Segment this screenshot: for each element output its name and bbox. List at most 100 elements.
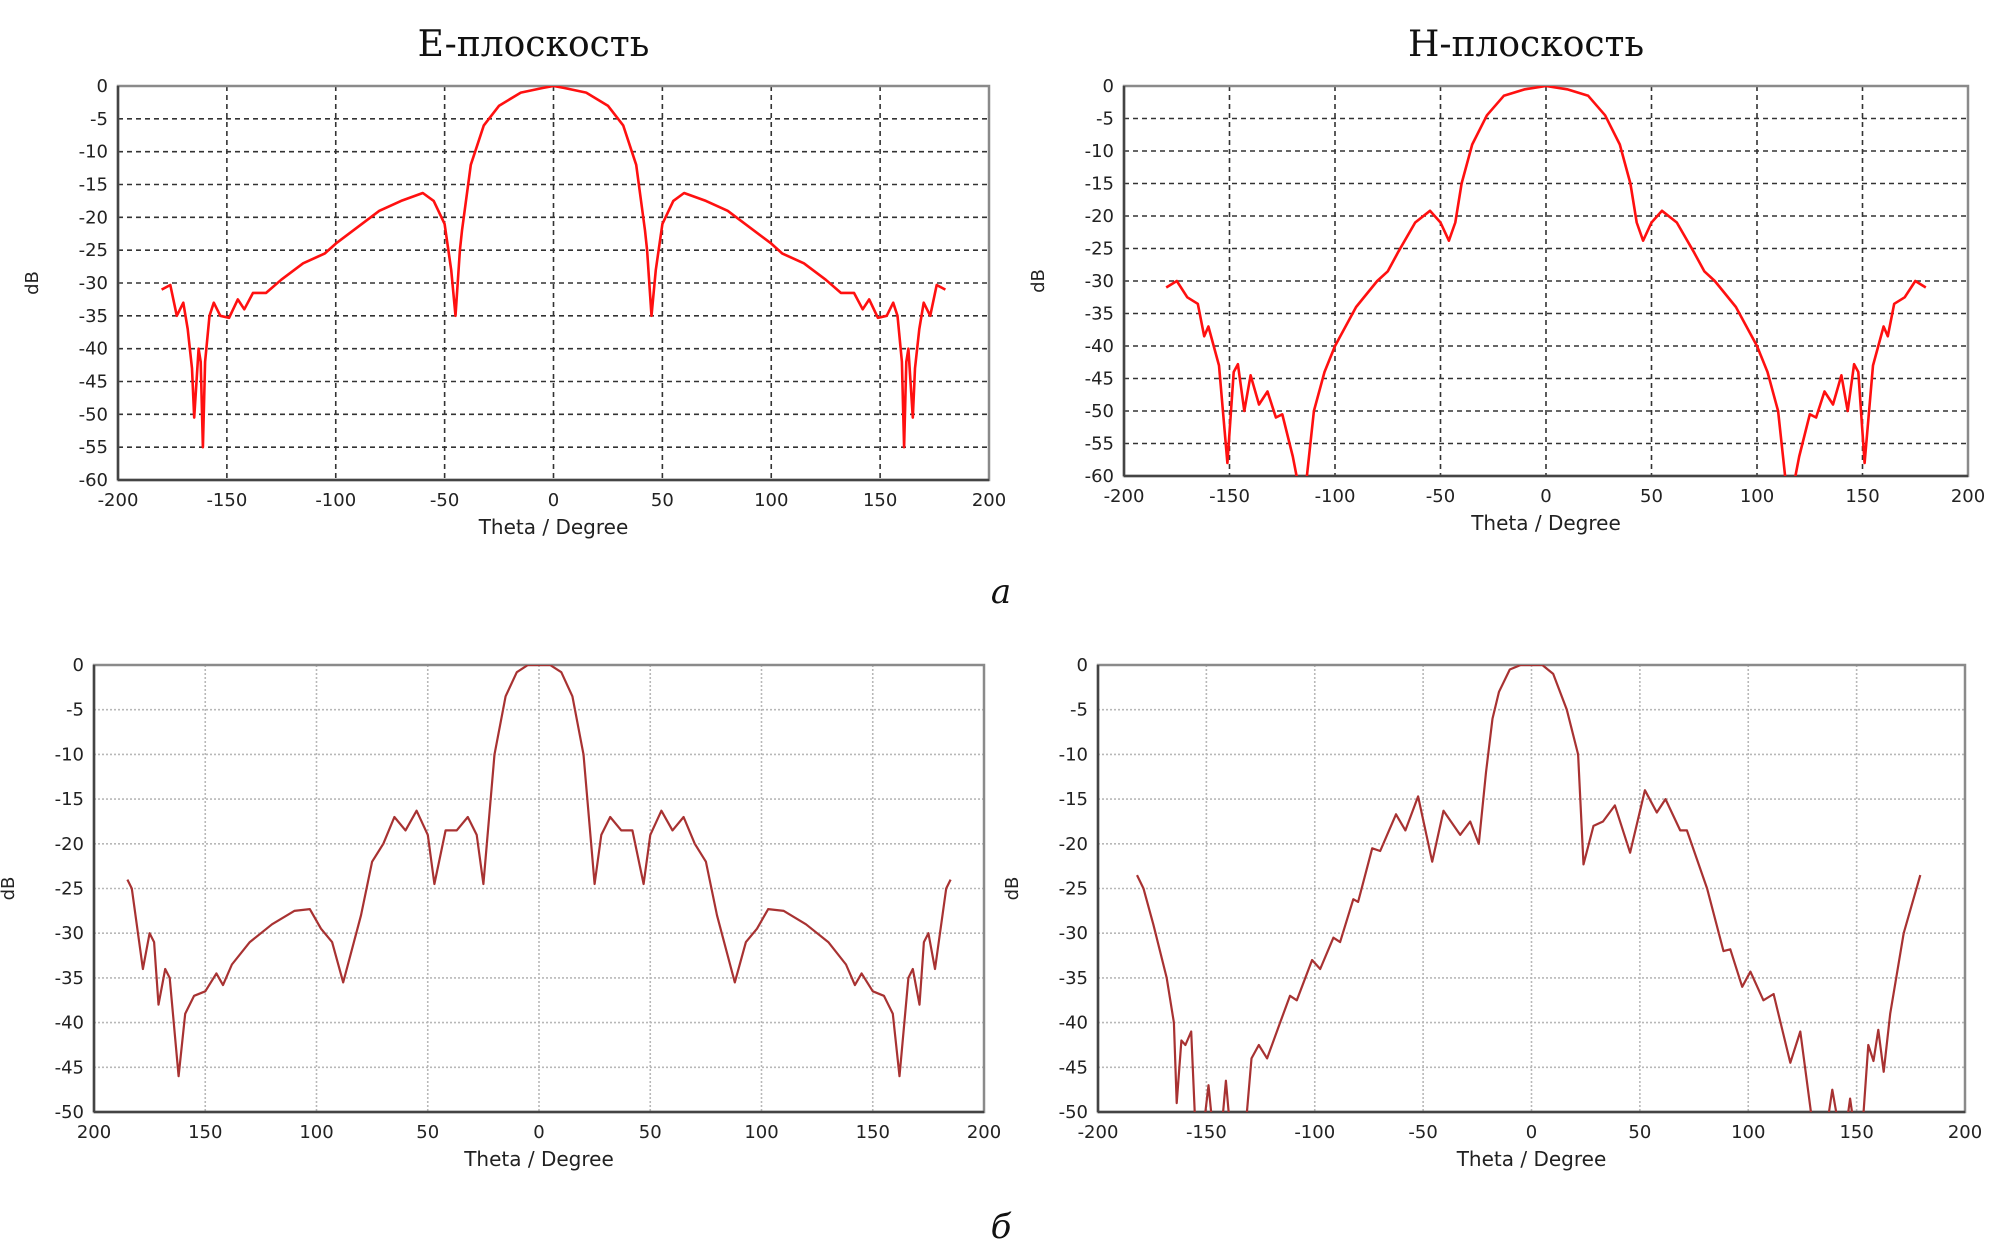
y-tick-label: -5 [66,700,84,721]
x-tick-label: -150 [1209,486,1250,507]
y-tick-label: -5 [90,109,108,130]
y-axis-label: dB [1028,269,1049,293]
series-line [1136,665,1922,1112]
x-tick-label: -200 [1104,486,1145,507]
x-tick-label: 150 [863,490,897,511]
y-tick-label: -35 [55,968,84,989]
x-tick-label: 150 [188,1122,222,1143]
y-tick-label: -55 [79,437,108,458]
y-tick-label: -40 [1059,1013,1088,1034]
x-tick-label: 100 [744,1122,778,1143]
y-tick-label: -15 [55,789,84,810]
y-tick-label: -40 [79,339,108,360]
y-axis-label: dB [1002,877,1023,901]
y-tick-label: -5 [1070,700,1088,721]
y-tick-label: -20 [1085,206,1114,227]
x-tick-label: -150 [1186,1122,1227,1143]
x-tick-label: 150 [856,1122,890,1143]
y-axis-label: dB [22,271,43,295]
x-tick-label: 100 [299,1122,333,1143]
x-tick-label: 0 [533,1122,544,1143]
x-tick-label: 50 [1628,1122,1651,1143]
series-line [1165,86,1927,476]
x-tick-label: 200 [1948,1122,1982,1143]
y-tick-label: -45 [1085,369,1114,390]
series-line [126,665,952,1078]
x-tick-label: 200 [967,1122,1001,1143]
y-tick-label: -10 [1059,744,1088,765]
x-tick-label: 150 [1839,1122,1873,1143]
y-tick-label: 0 [97,76,108,97]
x-tick-label: -100 [315,490,356,511]
y-tick-label: -50 [1059,1102,1088,1123]
y-tick-label: -25 [1059,879,1088,900]
x-tick-label: 200 [1951,486,1985,507]
x-tick-label: -200 [98,490,139,511]
x-tick-label: -100 [1315,486,1356,507]
y-tick-label: -55 [1085,434,1114,455]
y-tick-label: -10 [79,142,108,163]
x-axis-label: Theta / Degree [1456,1147,1607,1171]
chart-2: -200 -150 -100 -50 0 50 100 150 200 0 -5 -10 -15 -20 -… [1028,24,1985,535]
series-line [160,86,947,449]
x-tick-label: 50 [639,1122,662,1143]
y-tick-label: -10 [1085,141,1114,162]
x-tick-label: 200 [77,1122,111,1143]
subfigure-label-a: а [991,572,1011,612]
chart-1: -200 -150 -100 -50 0 50 100 150 200 0 -5 -10 -15 -20 -… [22,24,1006,539]
y-tick-label: -35 [1085,304,1114,325]
y-tick-label: -20 [79,207,108,228]
x-tick-label: 50 [1640,486,1663,507]
y-tick-label: -50 [79,404,108,425]
y-tick-label: -50 [1085,401,1114,422]
y-tick-label: -40 [55,1013,84,1034]
x-tick-label: 100 [1731,1122,1765,1143]
y-tick-label: -20 [1059,834,1088,855]
x-tick-label: -100 [1294,1122,1335,1143]
y-tick-label: -60 [1085,466,1114,487]
y-tick-label: -50 [55,1102,84,1123]
y-tick-label: -15 [79,175,108,196]
x-tick-label: -50 [430,490,459,511]
x-tick-label: 0 [1540,486,1551,507]
x-tick-label: 50 [651,490,674,511]
subfigure-label-b: б [991,1207,1012,1247]
y-tick-label: -35 [79,306,108,327]
x-tick-label: 0 [548,490,559,511]
x-tick-label: 50 [416,1122,439,1143]
y-tick-label: 0 [73,655,84,676]
x-tick-label: 200 [972,490,1006,511]
x-tick-label: 100 [754,490,788,511]
y-tick-label: -5 [1096,109,1114,130]
y-axis-label: dB [0,877,19,901]
x-tick-label: 150 [1845,486,1879,507]
y-tick-label: -15 [1059,789,1088,810]
chart-title: H-плоскость [1408,24,1644,65]
y-tick-label: -25 [55,879,84,900]
y-tick-label: -20 [55,834,84,855]
y-tick-label: -30 [79,273,108,294]
x-axis-label: Theta / Degree [478,515,629,539]
y-tick-label: -45 [55,1057,84,1078]
x-tick-label: 100 [1740,486,1774,507]
chart-4: -200 -150 -100 -50 0 50 100 150 200 0 -5 -10 -15 -20 -… [1002,655,1982,1171]
y-tick-label: -40 [1085,336,1114,357]
y-tick-label: -30 [55,923,84,944]
y-tick-label: -45 [79,372,108,393]
x-axis-label: Theta / Degree [463,1147,614,1171]
x-tick-label: -50 [1408,1122,1437,1143]
y-tick-label: 0 [1103,76,1114,97]
y-tick-label: -30 [1059,923,1088,944]
y-tick-label: -25 [79,240,108,261]
y-tick-label: 0 [1077,655,1088,676]
y-tick-label: -15 [1085,174,1114,195]
y-tick-label: -35 [1059,968,1088,989]
y-tick-label: -45 [1059,1057,1088,1078]
y-tick-label: -10 [55,744,84,765]
x-axis-label: Theta / Degree [1470,511,1621,535]
x-tick-label: -50 [1426,486,1455,507]
chart-3: 200 150 100 50 0 50 100 150 200 0 -5 -10 -15 -20 -25 -3… [0,655,1001,1171]
x-tick-label: -150 [206,490,247,511]
